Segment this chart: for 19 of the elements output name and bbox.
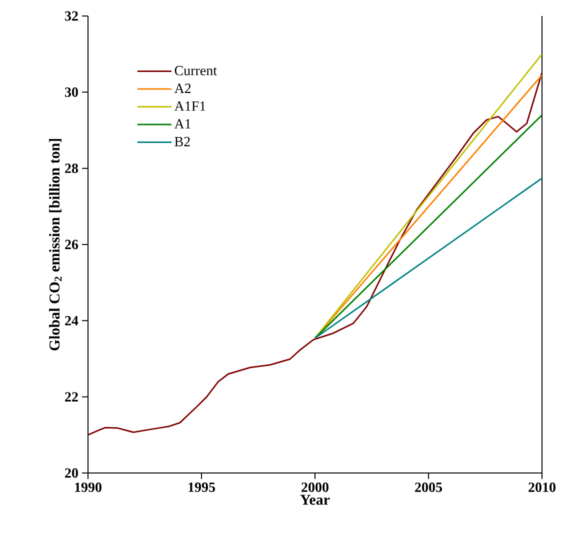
legend-label: A2: [174, 84, 191, 93]
legend-label: B2: [174, 136, 190, 146]
x-tick-label: 2005: [415, 482, 442, 492]
y-tick-label: 24: [65, 316, 78, 326]
x-tick-label: 1990: [75, 482, 102, 492]
x-tick-label: 2010: [528, 482, 556, 492]
y-tick-label: 30: [65, 87, 78, 97]
y-tick-label: 22: [65, 392, 78, 402]
legend-label: A1F1: [174, 101, 206, 111]
y-tick-label: 28: [65, 164, 78, 174]
legend-label: Current: [174, 66, 217, 76]
x-axis-title: Year: [300, 494, 330, 505]
y-tick-label: 32: [65, 11, 78, 21]
y-tick-label: 26: [65, 240, 78, 250]
x-tick-label: 2000: [302, 482, 328, 492]
y-axis-title: Global CO$_{2}$ emission [billion ton]: [49, 138, 62, 350]
y-tick-label: 20: [65, 468, 78, 478]
x-tick-label: 1995: [188, 482, 215, 492]
legend-label: A1: [174, 119, 191, 128]
